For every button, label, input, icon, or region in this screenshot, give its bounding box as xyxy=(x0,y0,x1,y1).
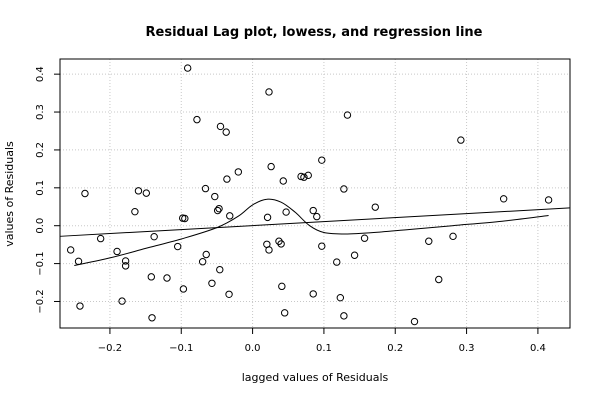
data-point xyxy=(121,262,130,270)
data-point xyxy=(313,212,321,221)
data-point xyxy=(215,204,223,213)
data-point xyxy=(449,232,457,241)
data-point xyxy=(179,285,188,293)
data-point xyxy=(222,128,230,136)
data-point xyxy=(66,246,75,254)
grid xyxy=(60,59,570,328)
data-point xyxy=(267,162,275,171)
data-point xyxy=(343,111,352,119)
data-point xyxy=(499,195,508,203)
data-point xyxy=(113,247,121,256)
data-point xyxy=(216,265,224,274)
data-point xyxy=(163,274,171,282)
data-point xyxy=(223,175,231,183)
data-point xyxy=(216,122,225,131)
data-point xyxy=(371,203,379,211)
data-point xyxy=(131,207,139,216)
data-point xyxy=(263,213,272,222)
data-point xyxy=(304,171,312,180)
x-tick-label: −0.2 xyxy=(98,343,122,354)
data-point xyxy=(181,214,189,223)
data-point xyxy=(360,234,369,242)
data-point xyxy=(333,258,341,266)
data-point xyxy=(150,232,158,241)
data-point xyxy=(202,250,210,259)
data-point xyxy=(318,242,326,250)
data-point xyxy=(318,156,326,164)
data-point xyxy=(425,237,433,245)
data-point xyxy=(300,173,308,181)
data-point xyxy=(544,196,553,204)
data-point xyxy=(134,187,143,195)
data-point xyxy=(225,290,233,298)
data-point xyxy=(121,257,130,265)
y-tick-label: 0.0 xyxy=(35,218,46,234)
data-point xyxy=(278,282,286,291)
data-point xyxy=(96,234,105,243)
data-point xyxy=(279,177,287,185)
data-point xyxy=(148,314,156,322)
data-point xyxy=(147,273,156,281)
data-point xyxy=(226,212,234,220)
data-point xyxy=(340,185,348,193)
data-point xyxy=(198,257,207,266)
data-point xyxy=(277,240,285,248)
axes: −0.2 −0.1 0.0 0.1 0.2 0.3 0.4 −0.2 −0.1 0.0 0.1 0.2… xyxy=(35,66,546,354)
y-tick-label: −0.1 xyxy=(35,251,46,275)
lowess-curve xyxy=(74,198,549,266)
data-point xyxy=(118,297,126,305)
data-point xyxy=(297,172,305,181)
data-point xyxy=(142,189,151,197)
y-tick-label: 0.3 xyxy=(35,104,46,120)
x-axis-label: lagged values of Residuals xyxy=(242,371,389,384)
data-point xyxy=(76,302,84,310)
y-axis-label: values of Residuals xyxy=(3,141,16,247)
data-point xyxy=(410,317,419,326)
data-point xyxy=(282,208,290,216)
data-point xyxy=(265,246,273,254)
x-tick-label: −0.1 xyxy=(169,343,193,354)
x-tick-label: 0.0 xyxy=(245,343,261,354)
x-tick-label: 0.1 xyxy=(316,343,332,354)
data-point xyxy=(340,312,348,320)
x-tick-label: 0.2 xyxy=(387,343,403,354)
y-tick-label: 0.2 xyxy=(35,142,46,158)
data-point xyxy=(309,206,317,215)
chart-title: Residual Lag plot, lowess, and regressio… xyxy=(146,25,483,40)
data-point xyxy=(208,279,216,287)
data-point xyxy=(183,64,192,72)
data-point xyxy=(173,242,182,251)
data-point xyxy=(81,189,89,198)
x-tick-label: 0.4 xyxy=(530,343,546,354)
data-point xyxy=(336,293,345,302)
data-point xyxy=(457,136,465,144)
regression-line xyxy=(59,207,571,237)
data-point xyxy=(213,206,222,215)
data-point xyxy=(74,257,83,266)
x-tick-label: 0.3 xyxy=(459,343,475,354)
y-tick-label: −0.2 xyxy=(35,289,46,313)
y-tick-label: 0.1 xyxy=(35,180,46,196)
data-point xyxy=(350,251,359,259)
data-point xyxy=(193,115,201,124)
data-point xyxy=(309,290,317,298)
data-point xyxy=(234,168,243,176)
data-point xyxy=(211,192,219,201)
scatter-points xyxy=(66,64,553,326)
data-point xyxy=(201,184,210,193)
data-point xyxy=(435,275,443,284)
data-point xyxy=(280,309,289,317)
fitted-lines xyxy=(59,198,571,266)
y-tick-label: 0.4 xyxy=(35,66,46,82)
data-point xyxy=(265,88,273,96)
